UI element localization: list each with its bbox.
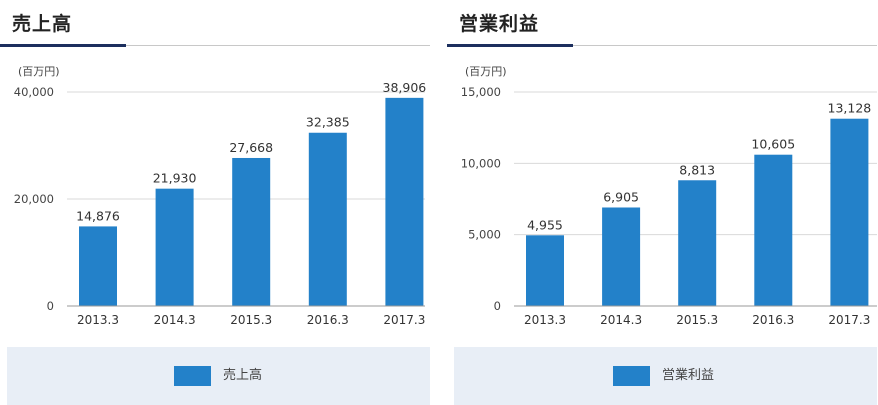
operating-profit-chart-panel: 営業利益 (百万円) 0 5,000 10,000 15,000 4,955 2013.3 6… — [447, 0, 877, 405]
title-divider — [447, 45, 877, 46]
bar — [232, 157, 271, 306]
data-label: 14,876 — [76, 208, 120, 223]
sales-chart-title: 売上高 — [12, 13, 73, 35]
legend-label: 営業利益 — [662, 368, 715, 383]
operating-profit-legend: 営業利益 — [454, 347, 877, 405]
legend-label: 売上高 — [223, 368, 263, 383]
data-label: 8,813 — [679, 162, 715, 177]
data-label: 27,668 — [229, 140, 273, 155]
bar — [155, 188, 194, 306]
y-tick-label: 20,000 — [14, 192, 54, 206]
x-tick-label: 2016.3 — [307, 313, 349, 327]
unit-label: (百万円) — [465, 65, 507, 78]
sales-legend: 売上高 — [7, 347, 430, 405]
bar — [385, 97, 424, 306]
x-tick-label: 2015.3 — [230, 313, 272, 327]
data-label: 38,906 — [383, 80, 427, 95]
bar — [754, 154, 793, 306]
bar — [308, 132, 347, 306]
data-label: 6,905 — [603, 189, 639, 204]
x-tick-label: 2016.3 — [752, 313, 794, 327]
x-tick-label: 2015.3 — [676, 313, 718, 327]
y-tick-label: 10,000 — [461, 156, 501, 170]
x-tick-label: 2014.3 — [154, 313, 196, 327]
title-divider — [0, 45, 430, 46]
bar — [602, 207, 641, 306]
data-label: 32,385 — [306, 115, 350, 130]
x-tick-label: 2013.3 — [77, 313, 119, 327]
bar — [678, 180, 717, 306]
legend-swatch — [613, 366, 650, 386]
x-tick-label: 2017.3 — [828, 313, 870, 327]
data-label: 13,128 — [828, 101, 872, 116]
operating-profit-chart-title: 営業利益 — [459, 13, 540, 35]
legend-swatch — [174, 366, 211, 386]
title-accent-bar — [0, 44, 126, 47]
y-tick-label: 0 — [47, 299, 54, 313]
bar — [526, 235, 564, 306]
sales-chart-panel: 売上高 (百万円) 0 20,000 40,000 14,876 2013.3 21,930… — [0, 0, 430, 405]
unit-label: (百万円) — [18, 65, 60, 78]
y-tick-label: 5,000 — [468, 228, 501, 242]
sales-bar-chart: (百万円) 0 20,000 40,000 14,876 2013.3 21,930 2014… — [14, 65, 427, 327]
x-tick-label: 2017.3 — [383, 313, 425, 327]
x-tick-label: 2014.3 — [600, 313, 642, 327]
x-tick-label: 2013.3 — [524, 313, 566, 327]
bar — [79, 226, 117, 306]
y-tick-label: 40,000 — [14, 85, 54, 99]
y-tick-label: 15,000 — [461, 85, 501, 99]
data-label: 4,955 — [527, 217, 563, 232]
data-label: 10,605 — [751, 137, 795, 152]
y-tick-label: 0 — [494, 299, 501, 313]
data-label: 21,930 — [153, 171, 197, 186]
title-accent-bar — [447, 44, 573, 47]
bar — [830, 118, 869, 306]
operating-profit-bar-chart: (百万円) 0 5,000 10,000 15,000 4,955 2013.3 6,905 2… — [461, 65, 877, 327]
